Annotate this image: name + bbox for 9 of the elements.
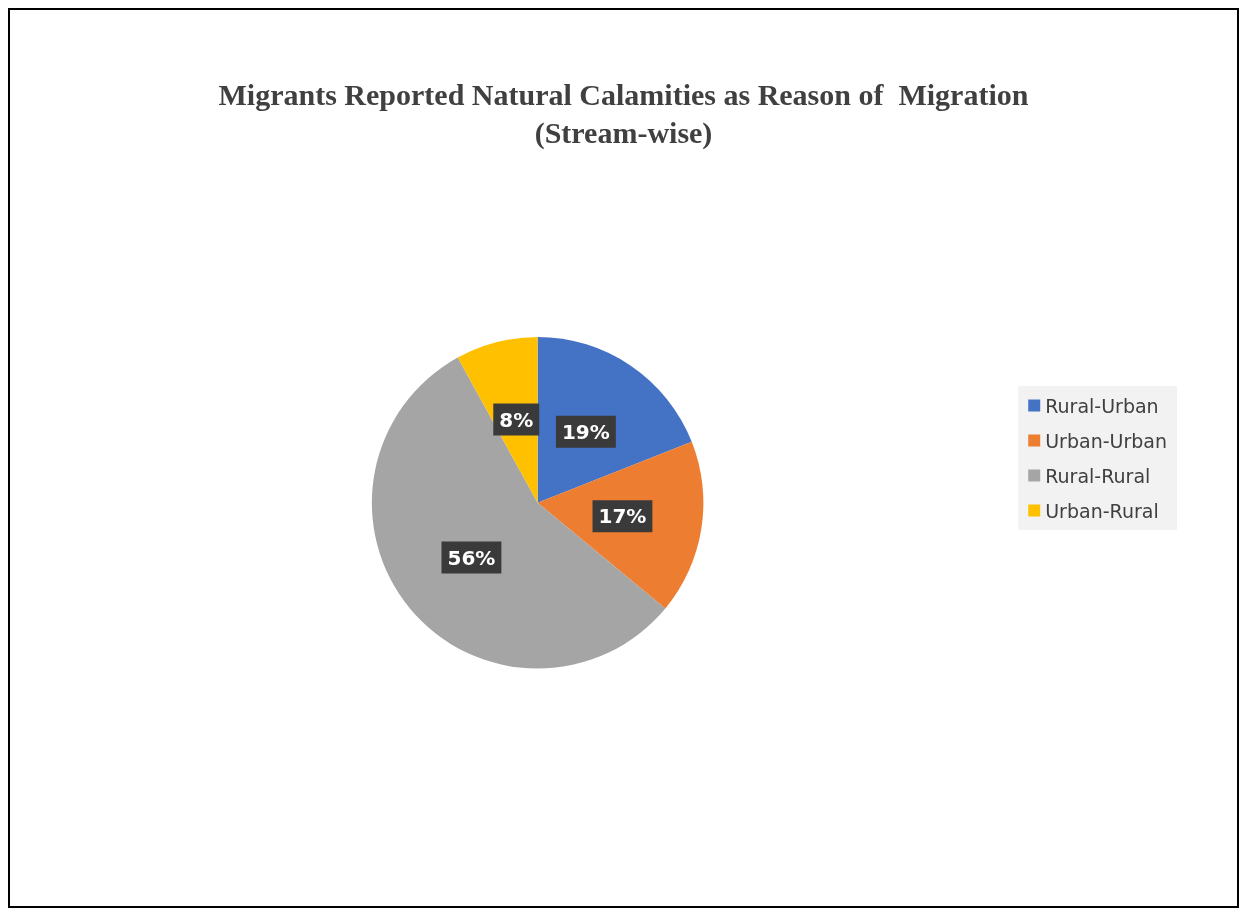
legend-label: Urban-Rural <box>1045 499 1159 522</box>
legend-label: Urban-Urban <box>1045 429 1168 452</box>
data-label: 17% <box>598 504 647 529</box>
legend-label: Rural-Rural <box>1045 464 1151 487</box>
data-label: 56% <box>447 545 496 570</box>
data-label: 19% <box>561 419 610 444</box>
legend-label: Rural-Urban <box>1045 394 1159 417</box>
chart-title: Migrants Reported Natural Calamities as Reason of Migration (Stream-wise) <box>218 77 1029 150</box>
data-label: 8% <box>499 407 534 432</box>
